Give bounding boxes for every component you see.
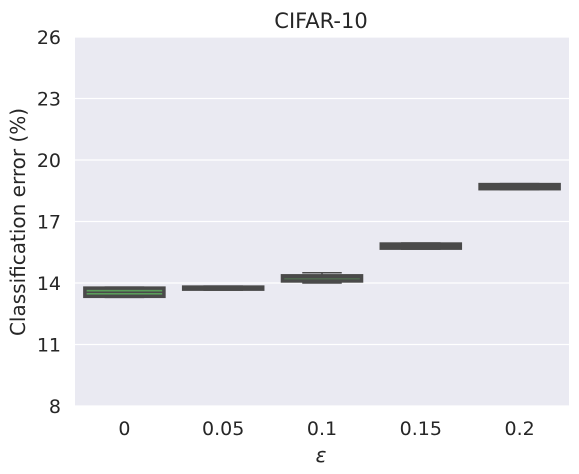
- x-tick-label: 0.2: [504, 418, 534, 440]
- box-group: [83, 286, 166, 299]
- boxes: [83, 182, 561, 299]
- y-axis-label: Classification error (%): [6, 108, 30, 336]
- y-tick-label: 26: [37, 27, 61, 49]
- x-tick-label: 0.1: [307, 418, 337, 440]
- y-tick-label: 14: [37, 273, 61, 295]
- chart-title: CIFAR-10: [274, 9, 367, 33]
- x-tick-label: 0: [118, 418, 130, 440]
- y-tick-label: 20: [37, 150, 61, 172]
- box-group: [379, 242, 463, 250]
- y-tick-label: 17: [37, 212, 61, 234]
- y-tick-label: 8: [49, 396, 61, 418]
- y-tick-label: 23: [37, 89, 61, 111]
- x-tick-label: 0.05: [202, 418, 244, 440]
- y-tick-label: 11: [37, 335, 61, 357]
- x-axis-label: ε: [316, 443, 327, 467]
- y-tick-labels: 8 11 14 17 20 23 26: [37, 27, 61, 418]
- box-group: [478, 182, 561, 191]
- box-group: [181, 285, 265, 291]
- box-group: [280, 272, 364, 284]
- x-tick-label: 0.15: [400, 418, 442, 440]
- x-tick-labels: 0 0.05 0.1 0.15 0.2: [118, 418, 534, 440]
